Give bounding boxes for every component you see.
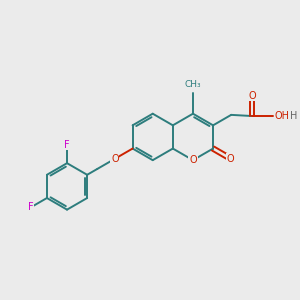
Text: O: O [189,155,197,165]
Text: OH: OH [275,111,290,121]
Text: F: F [28,202,34,212]
Text: O: O [111,154,119,164]
Text: F: F [64,140,70,150]
Text: O: O [248,91,256,100]
Text: CH₃: CH₃ [184,80,201,89]
Text: H: H [290,111,297,121]
Text: O: O [227,154,235,164]
